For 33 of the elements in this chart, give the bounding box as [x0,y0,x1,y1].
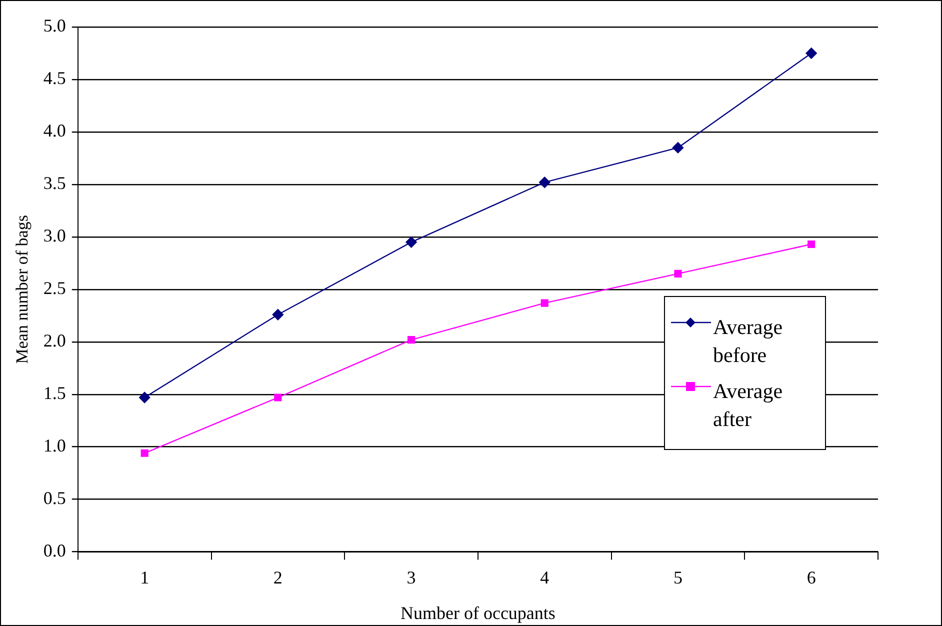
point [138,392,150,404]
y-tick-label: 3.5 [43,173,66,194]
x-tick-label: 2 [273,567,282,588]
y-tick-label: 1.5 [43,383,66,404]
point [672,142,684,154]
y-tick-label: 0.5 [43,488,66,508]
x-axis-title: Number of occupants [400,602,556,623]
x-tick-label: 3 [406,567,416,588]
x-tick-label: 1 [140,567,150,588]
point [274,394,282,402]
point [140,449,148,457]
point [406,236,417,248]
x-tick-label: 4 [540,567,550,588]
point [808,240,816,248]
y-tick-label: 4.0 [43,120,66,141]
y-axis-title: Mean number of bags [12,215,32,364]
x-tick-label: 5 [673,567,682,588]
x-tick-label: 6 [806,567,816,588]
y-tick-label: 2.5 [43,278,66,298]
point [674,270,682,278]
y-tick-label: 2.0 [43,330,66,351]
point [539,176,550,188]
y-tick-label: 4.5 [43,68,66,88]
point [407,336,416,344]
y-tick-label: 3.0 [43,226,66,246]
legend-label: Average after [713,378,784,433]
legend-label: Average before [713,314,784,369]
y-tick-label: 5.0 [43,16,66,36]
y-tick-label: 0.0 [43,540,66,561]
point [540,299,548,307]
y-tick-label: 1.0 [43,436,66,456]
point [806,48,817,59]
point [272,308,284,320]
